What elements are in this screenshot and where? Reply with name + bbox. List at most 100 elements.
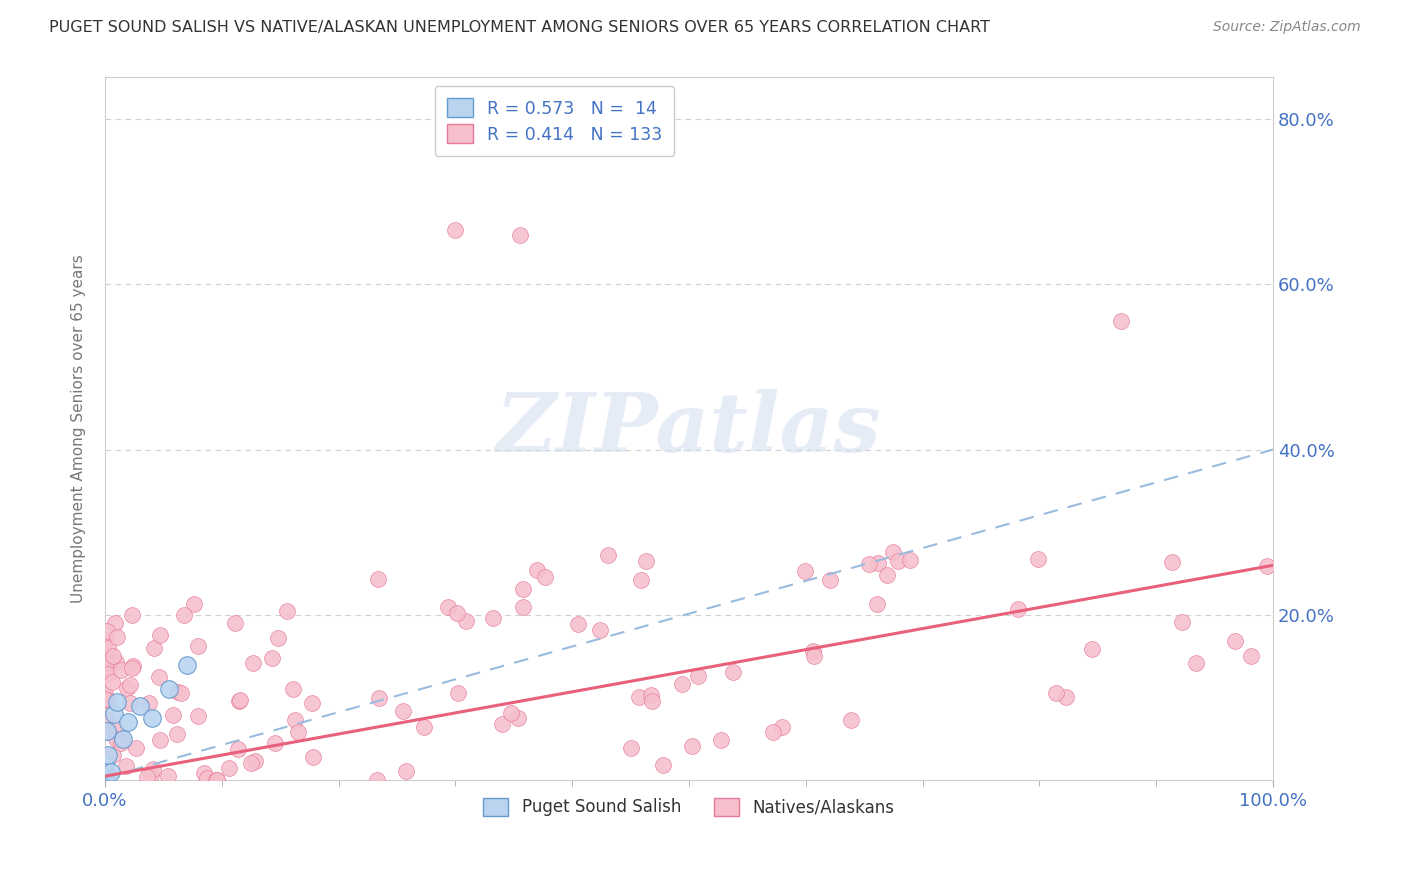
Point xyxy=(1185,656,1208,670)
Point xyxy=(142,640,165,655)
Point xyxy=(97,640,120,655)
Point xyxy=(803,648,825,663)
Point xyxy=(135,770,157,784)
Point xyxy=(187,640,209,654)
Point xyxy=(868,556,890,570)
Point xyxy=(121,607,143,622)
Point xyxy=(501,706,523,720)
Point xyxy=(142,762,165,776)
Point xyxy=(793,564,815,578)
Point xyxy=(104,616,127,631)
Point xyxy=(1223,633,1246,648)
Point xyxy=(686,669,709,683)
Text: ZIPatlas: ZIPatlas xyxy=(496,389,882,469)
Point xyxy=(170,685,193,699)
Point xyxy=(138,696,160,710)
Text: PUGET SOUND SALISH VS NATIVE/ALASKAN UNEMPLOYMENT AMONG SENIORS OVER 65 YEARS CO: PUGET SOUND SALISH VS NATIVE/ALASKAN UNE… xyxy=(49,20,990,35)
Point xyxy=(887,554,910,568)
Point xyxy=(770,720,793,734)
Point xyxy=(801,643,824,657)
Point xyxy=(284,713,307,727)
Point xyxy=(111,731,134,745)
Point xyxy=(627,690,650,704)
Point xyxy=(149,733,172,747)
Point xyxy=(652,757,675,772)
Point xyxy=(281,682,304,697)
Point xyxy=(122,658,145,673)
Point xyxy=(589,623,612,637)
Point xyxy=(176,657,198,672)
Point xyxy=(110,664,132,678)
Point xyxy=(157,682,180,697)
Point xyxy=(187,709,209,723)
Point xyxy=(139,768,162,782)
Point xyxy=(94,632,117,647)
Point xyxy=(183,598,205,612)
Point xyxy=(173,608,195,623)
Point xyxy=(166,727,188,741)
Point xyxy=(129,698,152,713)
Point xyxy=(1026,552,1049,566)
Point xyxy=(100,765,122,780)
Point xyxy=(512,582,534,596)
Point xyxy=(96,723,118,738)
Point xyxy=(94,665,117,680)
Point xyxy=(94,768,117,782)
Point xyxy=(302,750,325,764)
Point xyxy=(444,223,467,237)
Point xyxy=(1081,641,1104,656)
Point xyxy=(115,681,138,695)
Point xyxy=(94,756,117,771)
Y-axis label: Unemployment Among Seniors over 65 years: Unemployment Among Seniors over 65 years xyxy=(72,254,86,603)
Text: Source: ZipAtlas.com: Source: ZipAtlas.com xyxy=(1213,20,1361,34)
Point xyxy=(117,715,139,730)
Point xyxy=(262,651,284,665)
Point xyxy=(96,692,118,706)
Point xyxy=(115,759,138,773)
Point xyxy=(671,676,693,690)
Point xyxy=(818,574,841,588)
Point xyxy=(239,756,262,770)
Point xyxy=(205,773,228,788)
Point xyxy=(228,694,250,708)
Point xyxy=(454,614,477,628)
Point xyxy=(858,557,880,571)
Point xyxy=(526,563,548,577)
Point xyxy=(104,655,127,669)
Point xyxy=(229,693,252,707)
Point xyxy=(1161,555,1184,569)
Point xyxy=(446,607,468,621)
Point xyxy=(723,665,745,679)
Point xyxy=(1240,649,1263,664)
Point xyxy=(103,747,125,762)
Point xyxy=(491,717,513,731)
Point xyxy=(898,553,921,567)
Point xyxy=(105,630,128,644)
Point xyxy=(392,704,415,718)
Point xyxy=(166,685,188,699)
Point xyxy=(413,720,436,734)
Point xyxy=(640,688,662,702)
Point xyxy=(762,725,785,739)
Point xyxy=(121,660,143,674)
Point xyxy=(205,773,228,788)
Point xyxy=(598,548,620,562)
Legend: Puget Sound Salish, Natives/Alaskans: Puget Sound Salish, Natives/Alaskans xyxy=(475,789,903,825)
Point xyxy=(276,604,298,618)
Point xyxy=(124,741,146,756)
Point xyxy=(94,713,117,727)
Point xyxy=(97,667,120,681)
Point xyxy=(162,708,184,723)
Point xyxy=(630,574,652,588)
Point xyxy=(287,725,309,739)
Point xyxy=(534,570,557,584)
Point xyxy=(120,697,142,711)
Point xyxy=(509,227,531,242)
Point xyxy=(105,695,128,709)
Point xyxy=(195,771,218,785)
Point xyxy=(512,600,534,615)
Point xyxy=(96,624,118,639)
Point xyxy=(100,675,122,690)
Point xyxy=(1045,686,1067,700)
Point xyxy=(1007,602,1029,616)
